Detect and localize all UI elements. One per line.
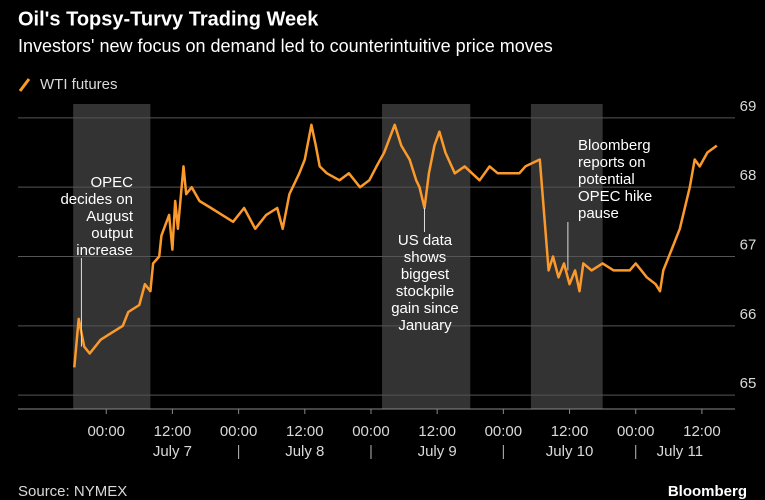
annotation-text: increase	[76, 242, 133, 259]
chart-subtitle: Investors' new focus on demand led to co…	[18, 36, 553, 56]
source: Source: NYMEX	[18, 483, 127, 500]
annotation-text: shows	[404, 249, 447, 266]
x-tick-label: 12:00	[551, 423, 589, 440]
price-line	[73, 123, 718, 368]
annotation-text: reports on	[578, 154, 646, 171]
x-tick-label: 00:00	[485, 423, 523, 440]
y-tick-label: 67	[740, 236, 757, 253]
x-tick-label: 00:00	[220, 423, 258, 440]
x-tick-label: 00:00	[617, 423, 655, 440]
y-tick-label: 65	[740, 375, 757, 392]
annotation-text: Bloomberg	[578, 137, 651, 154]
x-tick-label: 00:00	[87, 423, 125, 440]
brand: Bloomberg	[668, 483, 747, 500]
x-tick-label: 00:00	[352, 423, 390, 440]
annotation-text: August	[86, 208, 134, 225]
annotation-text: US data	[398, 232, 453, 249]
x-tick-label: 12:00	[418, 423, 456, 440]
day-label: July 11	[657, 443, 703, 460]
x-tick-label: 12:00	[154, 423, 192, 440]
day-label: July 8	[285, 443, 324, 460]
annotation-text: output	[91, 225, 134, 242]
y-tick-label: 68	[740, 167, 757, 184]
annotation-text: January	[398, 317, 452, 334]
annotation-text: OPEC hike	[578, 188, 652, 205]
y-tick-label: 69	[740, 98, 757, 115]
legend-label: WTI futures	[40, 76, 118, 93]
annotation-text: pause	[578, 205, 619, 222]
annotation-text: decides on	[60, 191, 133, 208]
legend-swatch	[18, 78, 31, 92]
annotation-text: OPEC	[90, 174, 133, 191]
annotation-text: biggest	[401, 266, 450, 283]
day-label: July 7	[153, 443, 192, 460]
day-label: July 10	[546, 443, 594, 460]
annotation-text: stockpile	[396, 283, 454, 300]
annotation-text: potential	[578, 171, 635, 188]
x-tick-label: 12:00	[286, 423, 324, 440]
chart-title: Oil's Topsy-Turvy Trading Week	[18, 8, 319, 30]
x-tick-label: 12:00	[683, 423, 721, 440]
annotation-text: gain since	[391, 300, 459, 317]
y-tick-label: 66	[740, 306, 757, 323]
day-label: July 9	[418, 443, 457, 460]
